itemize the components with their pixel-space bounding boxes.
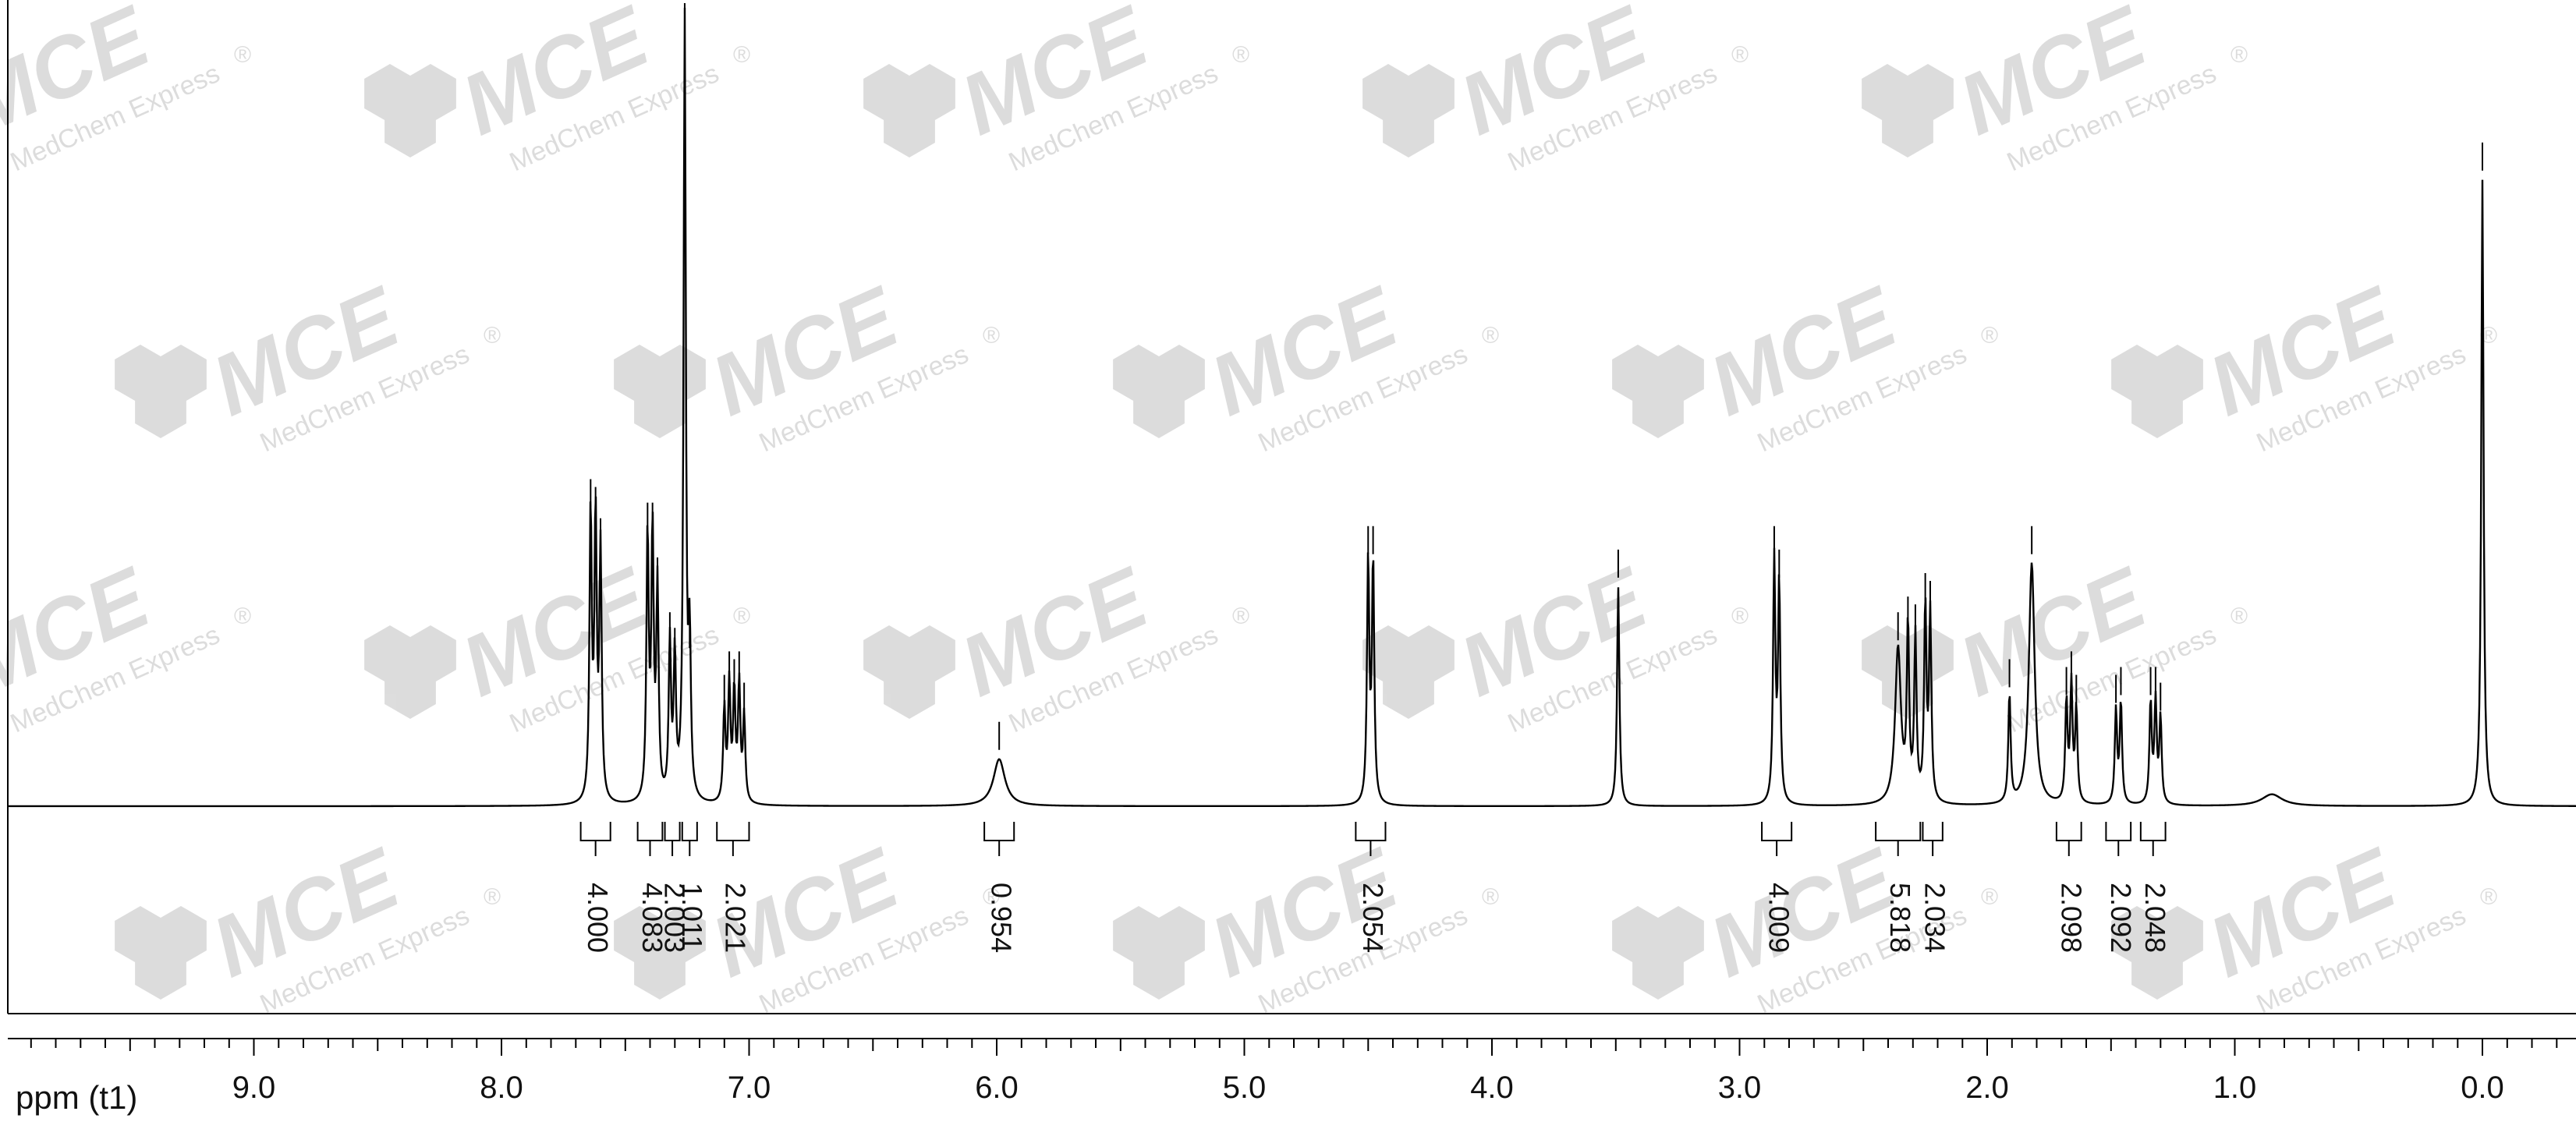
watermark-logo-icon xyxy=(1362,64,1455,158)
integral-value-label: 4.000 xyxy=(582,883,614,953)
integral-bracket xyxy=(581,822,611,856)
integral-bracket xyxy=(2106,822,2131,856)
x-tick-label: 1.0 xyxy=(2213,1071,2257,1105)
integral-value-label: 2.092 xyxy=(2105,883,2137,953)
x-axis-ticks xyxy=(31,1039,2557,1056)
integral-value-label: 2.021 xyxy=(719,883,751,953)
x-tick-label: 6.0 xyxy=(975,1071,1019,1105)
watermark-logo-icon xyxy=(115,906,207,1000)
integral-value-label: 4.009 xyxy=(1763,883,1795,953)
integral-value-label: 2.048 xyxy=(2139,883,2171,953)
integral-value-label: 2.098 xyxy=(2055,883,2087,953)
x-axis-label: ppm (t1) xyxy=(16,1079,137,1116)
integral-value-label: 1.011 xyxy=(676,883,708,950)
watermark-registered: ® xyxy=(733,603,750,629)
integral-bracket xyxy=(665,822,680,856)
watermark-logo-icon xyxy=(863,64,955,158)
x-tick-label: 2.0 xyxy=(1965,1071,2009,1105)
integral-bracket xyxy=(2057,822,2082,856)
integral-bracket xyxy=(717,822,749,856)
x-tick-label: 7.0 xyxy=(728,1071,771,1105)
watermark-registered: ® xyxy=(983,323,1000,349)
watermark-registered: ® xyxy=(2231,42,2248,68)
x-tick-label: 0.0 xyxy=(2461,1071,2504,1105)
watermark-registered: ® xyxy=(484,884,501,910)
watermark-logo-icon xyxy=(364,625,456,719)
integral-value-label: 2.034 xyxy=(1919,883,1951,953)
watermark-registered: ® xyxy=(1232,42,1249,68)
x-tick-label: 8.0 xyxy=(480,1071,523,1105)
integral-bracket xyxy=(1876,822,1920,856)
watermark-registered: ® xyxy=(234,603,251,629)
watermark-logo-icon xyxy=(1113,906,1205,1000)
integral-value-label: 0.954 xyxy=(986,883,1018,953)
watermark-logo-icon xyxy=(1612,345,1704,438)
watermark-registered: ® xyxy=(733,42,750,68)
integral-bracket xyxy=(1922,822,1942,856)
x-tick-label: 9.0 xyxy=(232,1071,276,1105)
watermark-registered: ® xyxy=(1232,603,1249,629)
watermark-logo-icon xyxy=(1862,64,1954,158)
watermark-registered: ® xyxy=(234,42,251,68)
integral-value-label: 5.818 xyxy=(1884,883,1916,953)
watermark-registered: ® xyxy=(2231,603,2248,629)
integral-value-label: 2.054 xyxy=(1357,883,1389,953)
x-axis-tick-labels: 9.0 8.0 7.0 6.0 5.0 4.0 3.0 2.0 1.0 0.0 xyxy=(232,1071,2504,1105)
watermark-registered: ® xyxy=(1731,42,1749,68)
watermark-logo-icon xyxy=(115,345,207,438)
watermark-logo-icon xyxy=(1113,345,1205,438)
x-tick-label: 4.0 xyxy=(1470,1071,1514,1105)
watermark-registered: ® xyxy=(1482,884,1499,910)
watermark-logo-icon xyxy=(1362,625,1455,719)
watermark-registered: ® xyxy=(484,323,501,349)
integral-bracket xyxy=(2141,822,2166,856)
watermark-registered: ® xyxy=(1731,603,1749,629)
integral-bracket xyxy=(1762,822,1791,856)
integral-bracket xyxy=(984,822,1014,856)
watermark-logo-icon xyxy=(1612,906,1704,1000)
watermark-logo-icon xyxy=(364,64,456,158)
watermark-logo-icon xyxy=(863,625,955,719)
x-tick-label: 5.0 xyxy=(1223,1071,1267,1105)
watermark-logo-icon xyxy=(2111,345,2203,438)
watermark-registered: ® xyxy=(2480,884,2497,910)
integral-bracket xyxy=(682,822,697,856)
watermark-registered: ® xyxy=(1981,323,1998,349)
watermark-logo-icon xyxy=(614,345,706,438)
x-tick-label: 3.0 xyxy=(1718,1071,1762,1105)
watermark-registered: ® xyxy=(1981,884,1998,910)
watermark-registered: ® xyxy=(1482,323,1499,349)
integral-bracket xyxy=(638,822,663,856)
